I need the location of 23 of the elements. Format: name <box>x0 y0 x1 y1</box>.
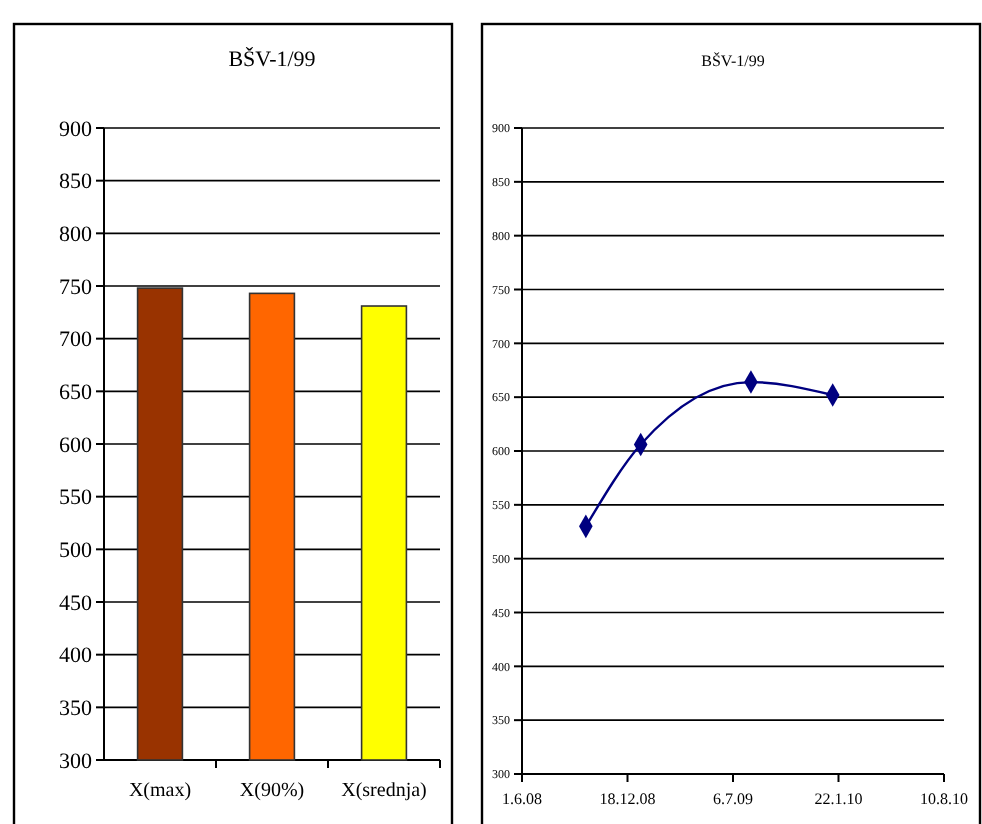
y-tick-label: 300 <box>59 749 93 774</box>
y-tick-label: 650 <box>59 381 93 406</box>
y-tick-label: 400 <box>59 644 93 669</box>
x-tick-label: 18.12.08 <box>599 790 656 808</box>
x-tick-label: 10.8.10 <box>920 790 968 808</box>
y-tick-label: 550 <box>59 486 93 511</box>
chart-title: BŠV-1/99 <box>228 46 317 72</box>
x-tick-label: 22.1.10 <box>814 790 863 808</box>
x-tick-label: X(max) <box>128 780 192 802</box>
y-tick-label: 500 <box>59 539 93 564</box>
y-tick-label: 600 <box>59 433 93 458</box>
y-tick-label: 350 <box>59 697 93 722</box>
y-tick-label: 800 <box>59 223 93 248</box>
y-tick-label: 750 <box>59 275 93 300</box>
y-tick-label: 850 <box>59 170 93 195</box>
chart-title: BŠV-1/99 <box>701 52 765 70</box>
x-tick-label: X(srednja) <box>341 780 427 802</box>
y-tick-label: 900 <box>59 117 93 142</box>
y-tick-label: 450 <box>59 591 93 616</box>
x-tick-label: X(90%) <box>239 780 305 802</box>
x-tick-label: 1.6.08 <box>502 790 542 808</box>
y-tick-label: 700 <box>59 328 93 353</box>
x-tick-label: 6.7.09 <box>713 790 753 808</box>
